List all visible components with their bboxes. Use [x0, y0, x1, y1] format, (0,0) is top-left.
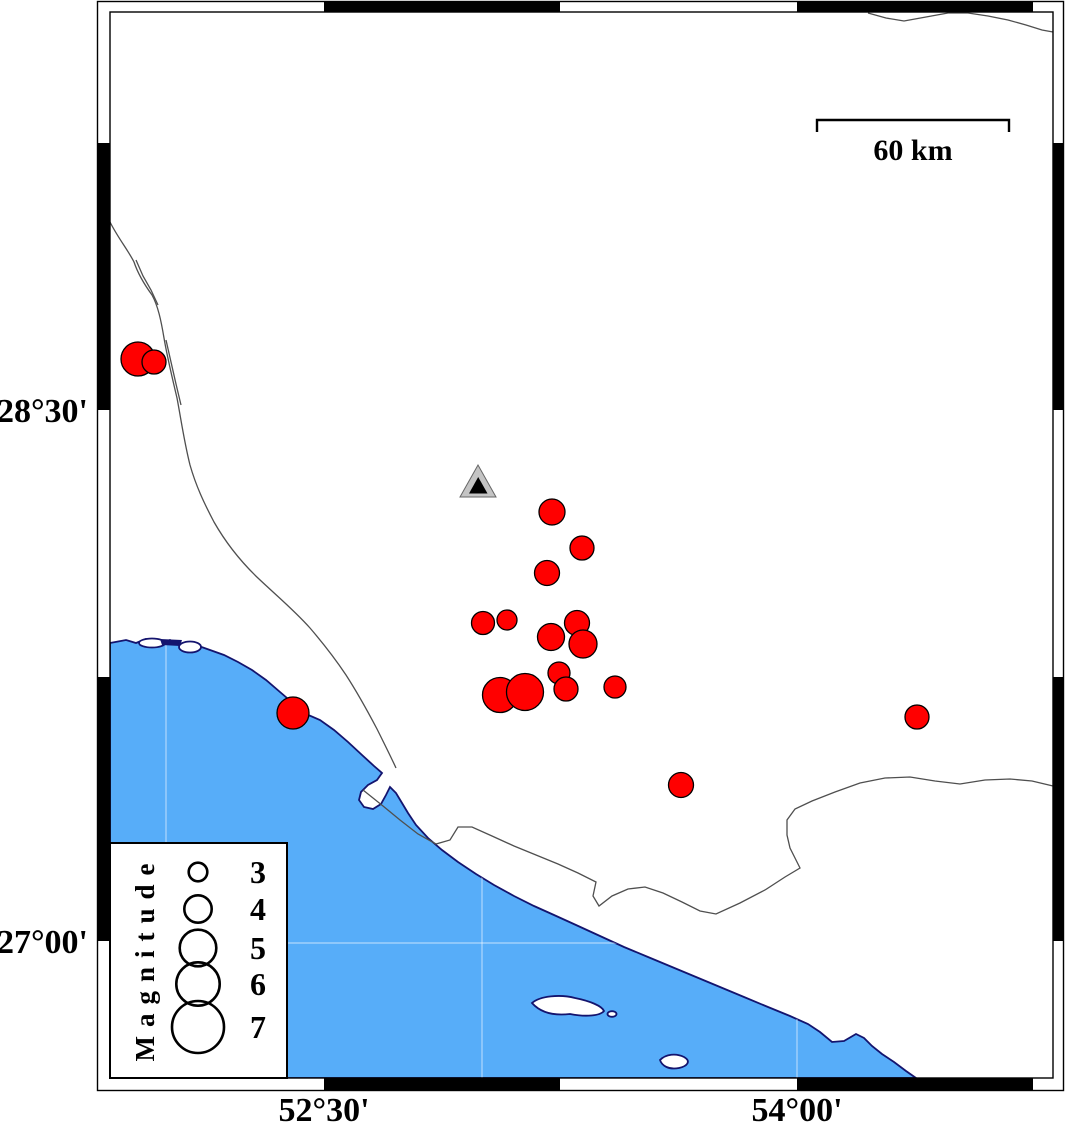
islands — [138, 637, 689, 1070]
longitude-label: 54°00' — [751, 1092, 842, 1126]
latitude-label: 28°30' — [0, 393, 88, 430]
earthquake-marker — [533, 559, 561, 587]
legend-magnitude-label: 5 — [250, 930, 266, 966]
map-frame — [96, 0, 1065, 1092]
earthquake-marker — [470, 610, 496, 636]
legend-magnitude-label: 7 — [250, 1009, 266, 1045]
legend-magnitude-label: 3 — [250, 854, 266, 890]
legend-circle — [183, 893, 214, 924]
islet-small — [606, 1010, 618, 1018]
northwest-line — [109, 221, 397, 769]
earthquake-marker — [568, 629, 598, 659]
island-large — [530, 995, 606, 1017]
legend-circle — [187, 861, 209, 883]
legend-title: Magnitude — [130, 854, 160, 1061]
legend-circle — [175, 960, 222, 1007]
latitude-label: 27°00' — [0, 924, 88, 961]
earthquake-markers — [120, 341, 930, 799]
legend-circle — [170, 999, 226, 1055]
earthquake-marker — [496, 609, 518, 631]
earthquake-marker — [538, 498, 566, 526]
earthquake-marker — [536, 622, 566, 652]
station-triangle-icon — [459, 463, 497, 498]
earthquake-marker — [904, 704, 930, 730]
earthquake-marker — [141, 349, 167, 375]
scale-bar-label: 60 km — [873, 134, 952, 167]
earthquake-marker — [276, 696, 310, 730]
longitude-label: 52°30' — [278, 1092, 369, 1126]
earthquake-marker — [603, 675, 627, 699]
earthquake-marker — [505, 672, 545, 712]
boundary-lines — [109, 12, 1054, 915]
earthquake-marker — [667, 771, 695, 799]
northwest-line-inner — [135, 259, 182, 406]
island-bottom — [658, 1053, 689, 1070]
axis-labels: 28°30' 27°00' 52°30' 54°00' — [0, 393, 843, 1126]
legend-magnitude-label: 4 — [250, 891, 266, 927]
scale-bar: 60 km — [815, 118, 1011, 167]
earthquake-marker — [553, 676, 579, 702]
legend-circle — [178, 928, 218, 968]
sea-area — [109, 638, 919, 1079]
topright-line — [867, 12, 1054, 33]
legend-magnitude-label: 6 — [250, 966, 266, 1002]
river-mouth — [160, 639, 182, 646]
east-road-line — [362, 776, 1054, 915]
earthquake-marker — [569, 535, 595, 561]
